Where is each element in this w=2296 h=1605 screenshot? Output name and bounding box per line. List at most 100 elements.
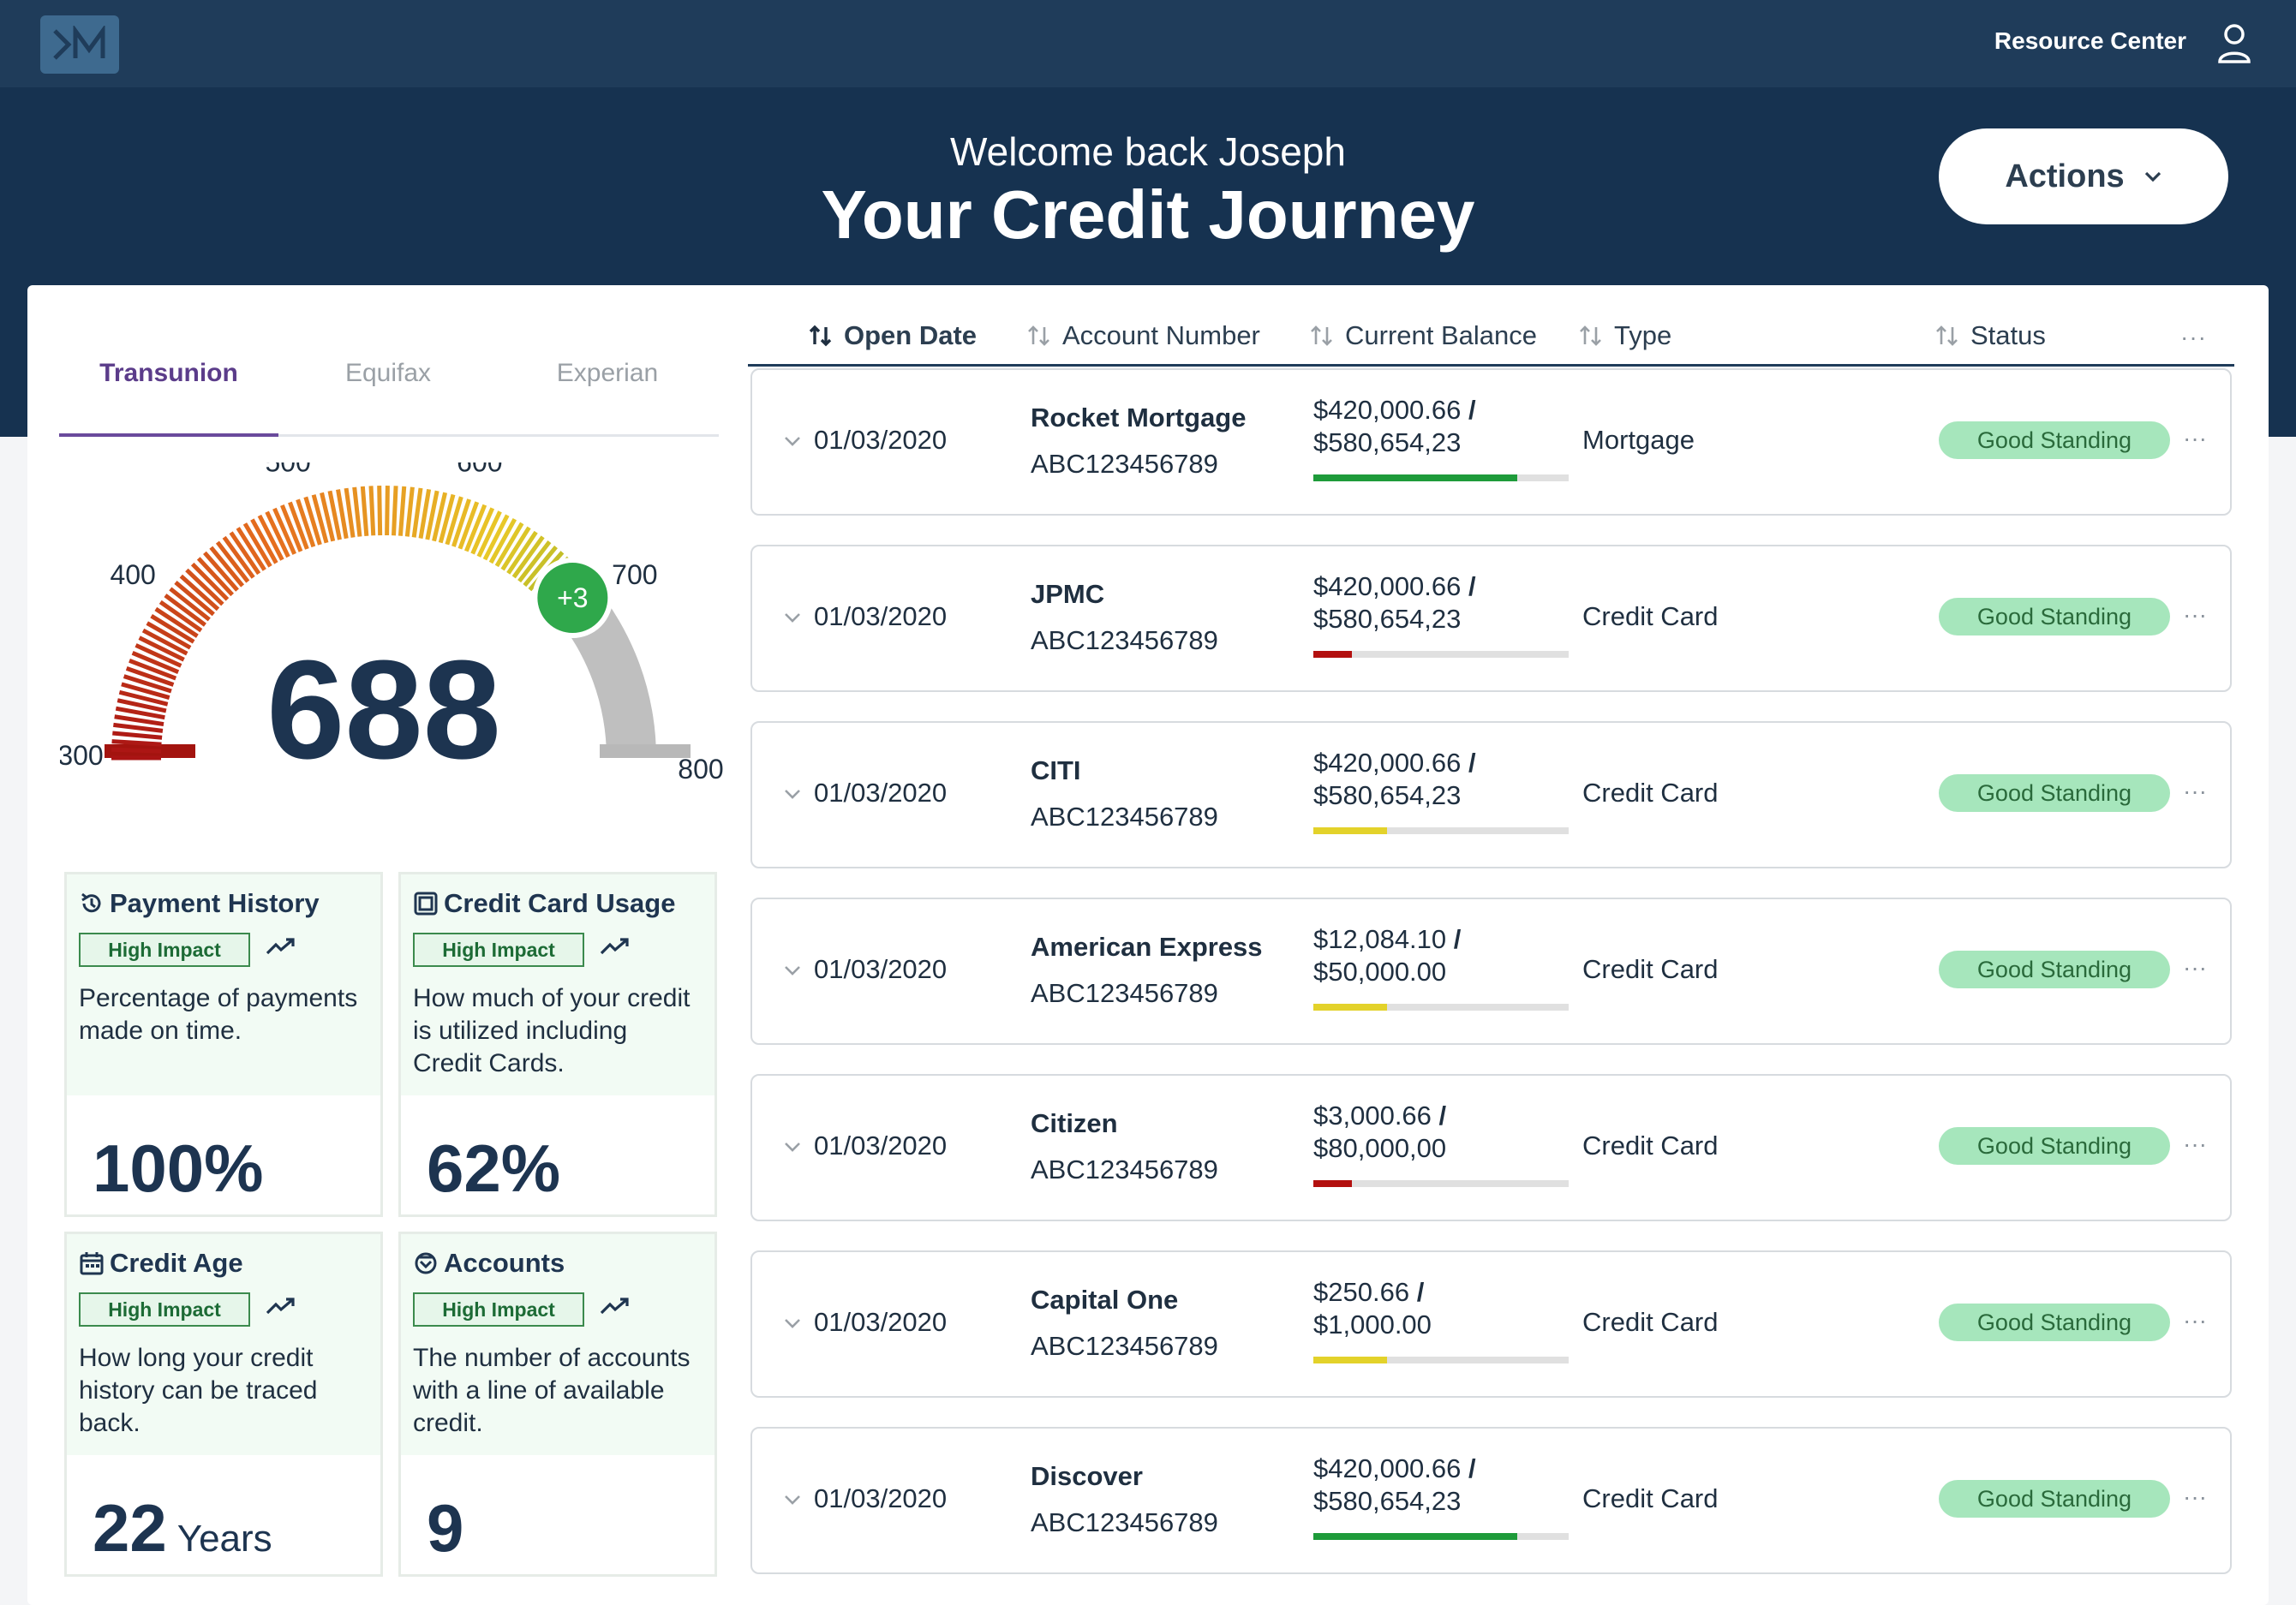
- status-badge: Good Standing: [1939, 421, 2170, 459]
- balance-usage-bar: [1313, 1004, 1569, 1011]
- chevron-down-icon[interactable]: [783, 964, 802, 976]
- column-header-account-number[interactable]: Account Number: [1026, 320, 1260, 351]
- gauge-tick: [229, 531, 261, 576]
- user-icon[interactable]: [2217, 22, 2251, 68]
- chevron-down-icon[interactable]: [783, 1141, 802, 1153]
- balance-separator: /: [1468, 571, 1476, 601]
- gauge-tick: [265, 510, 290, 558]
- gauge-tick: [190, 562, 230, 601]
- factor-value-unit: Years: [176, 1518, 272, 1560]
- factor-card-credit-age[interactable]: Credit Age High Impact How long your cre…: [64, 1232, 383, 1577]
- row-account-number: ABC123456789: [1031, 1507, 1218, 1537]
- gauge-tick: [360, 486, 369, 536]
- row-balance: $250.66 / $1,000.00: [1313, 1276, 1432, 1341]
- gauge-tick: [327, 490, 342, 540]
- balance-usage-bar: [1313, 651, 1569, 658]
- status-badge: Good Standing: [1939, 951, 2170, 988]
- factor-value: 62%: [427, 1130, 560, 1208]
- resource-center-link[interactable]: Resource Center: [1994, 27, 2186, 54]
- row-account-name: JPMC: [1031, 579, 1105, 609]
- tab-transunion[interactable]: Transunion: [99, 359, 238, 387]
- chevron-down-icon[interactable]: [783, 435, 802, 447]
- score-change-value: +3: [557, 582, 588, 613]
- factor-card-accounts[interactable]: Accounts High Impact The number of accou…: [398, 1232, 717, 1577]
- factor-title-text: Credit Card Usage: [444, 888, 676, 918]
- factor-value: 100%: [93, 1130, 264, 1208]
- factor-description: How much of your credit is utilized incl…: [413, 984, 691, 1077]
- table-row[interactable]: 01/03/2020 Capital One ABC123456789 $250.66…: [750, 1250, 2232, 1398]
- gauge-tick: [463, 504, 487, 552]
- tab-experian[interactable]: Experian: [556, 359, 659, 387]
- brand-logo-icon[interactable]: [40, 15, 119, 74]
- chevron-down-icon[interactable]: [783, 1317, 802, 1329]
- credit-score-gauge: 300 400 500 600 700 800 688 +3: [60, 462, 724, 788]
- table-row[interactable]: 01/03/2020 CITI ABC123456789 $420,000.66 /$…: [750, 721, 2232, 868]
- row-open-date: 01/03/2020: [814, 1307, 948, 1337]
- row-account-name: Citizen: [1031, 1108, 1118, 1138]
- column-header-current-balance[interactable]: Current Balance: [1309, 320, 1537, 351]
- row-account-number: ABC123456789: [1031, 625, 1218, 655]
- factor-card-payment-history[interactable]: Payment History High Impact Percentage o…: [64, 872, 383, 1217]
- gauge-tick: [432, 492, 448, 542]
- table-row[interactable]: 01/03/2020 Discover ABC123456789 $420,000.6…: [750, 1427, 2232, 1574]
- column-label: Current Balance: [1345, 320, 1538, 350]
- factor-card-credit-card-usage[interactable]: Credit Card Usage High Impact How much o…: [398, 872, 717, 1217]
- row-open-date: 01/03/2020: [814, 601, 948, 631]
- table-row[interactable]: 01/03/2020 Rocket Mortgage ABC123456789 $42…: [750, 368, 2232, 516]
- row-account-name: Rocket Mortgage: [1031, 403, 1247, 433]
- table-row[interactable]: 01/03/2020 American Express ABC123456789 $1…: [750, 898, 2232, 1045]
- chevron-down-icon[interactable]: [783, 1494, 802, 1506]
- factor-card-header: [67, 1234, 380, 1455]
- actions-dropdown-button[interactable]: Actions: [1939, 128, 2228, 224]
- row-more-options-icon[interactable]: ···: [2183, 954, 2207, 981]
- factor-value-number: 62%: [427, 1131, 561, 1206]
- factor-title-text: Payment History: [110, 888, 320, 918]
- gauge-tick: [506, 530, 538, 575]
- row-account-name: CITI: [1031, 755, 1081, 785]
- gauge-tick-label: 300: [60, 740, 104, 771]
- gauge-tick: [398, 486, 407, 536]
- gauge-tick: [418, 488, 432, 539]
- factor-value-number: 100%: [93, 1131, 264, 1206]
- balance-usage-fill: [1313, 1004, 1388, 1011]
- status-badge: Good Standing: [1939, 1127, 2170, 1165]
- table-row[interactable]: 01/03/2020 Citizen ABC123456789 $3,000.66 /…: [750, 1074, 2232, 1221]
- row-account-type: Credit Card: [1582, 1131, 1719, 1160]
- tab-equifax[interactable]: Equifax: [344, 359, 432, 387]
- sort-icon: [1936, 325, 1958, 346]
- row-open-date: 01/03/2020: [814, 1483, 948, 1513]
- brand-logo-glyph: [53, 26, 105, 60]
- status-badge: Good Standing: [1939, 774, 2170, 812]
- trending-up-icon: [600, 1298, 629, 1315]
- column-header-type[interactable]: Type: [1578, 320, 1671, 351]
- row-open-date: 01/03/2020: [814, 778, 948, 808]
- more-options-icon[interactable]: ···: [2180, 324, 2207, 350]
- gauge-tick: [523, 546, 558, 588]
- row-more-options-icon[interactable]: ···: [2183, 1483, 2207, 1510]
- balance-usage-bar: [1313, 1533, 1569, 1540]
- row-balance-current: $3,000.66: [1313, 1101, 1432, 1131]
- balance-separator: /: [1416, 1277, 1425, 1307]
- factor-card-header: [401, 874, 715, 1095]
- row-more-options-icon[interactable]: ···: [2183, 601, 2207, 628]
- gauge-tick: [352, 486, 362, 537]
- column-header-open-date[interactable]: Open Date: [808, 320, 977, 351]
- row-balance-current: $250.66: [1313, 1277, 1410, 1307]
- chevron-down-icon[interactable]: [783, 612, 802, 624]
- row-more-options-icon[interactable]: ···: [2183, 425, 2207, 451]
- row-balance: $3,000.66 /$80,000,00: [1313, 1100, 1446, 1165]
- gauge-tick: [272, 507, 296, 555]
- gauge-tick: [203, 551, 239, 592]
- chevron-down-icon[interactable]: [783, 788, 802, 800]
- row-more-options-icon[interactable]: ···: [2183, 1307, 2207, 1334]
- welcome-message: Welcome back Joseph: [950, 129, 1346, 174]
- row-account-type: Mortgage: [1582, 425, 1695, 455]
- column-label: Status: [1970, 320, 2046, 350]
- row-more-options-icon[interactable]: ···: [2183, 778, 2207, 804]
- gauge-tick: [280, 504, 303, 552]
- balance-usage-fill: [1313, 651, 1352, 658]
- gauge-tick: [488, 517, 517, 564]
- table-row[interactable]: 01/03/2020 JPMC ABC123456789 $420,000.66 /$…: [750, 545, 2232, 692]
- column-header-status[interactable]: Status: [1934, 320, 2046, 351]
- row-more-options-icon[interactable]: ···: [2183, 1131, 2207, 1157]
